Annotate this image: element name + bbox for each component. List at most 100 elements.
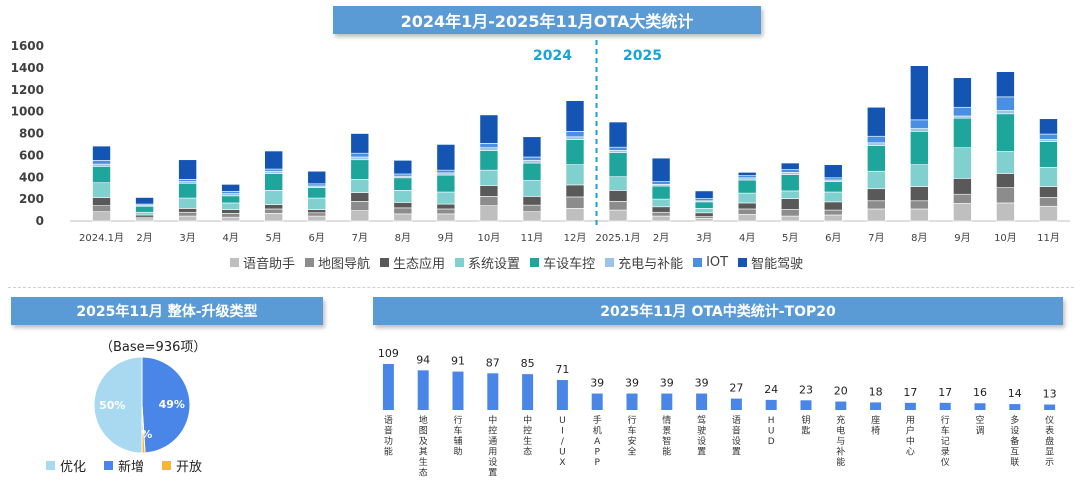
bar-segment — [953, 77, 972, 108]
y-tick-label: 200 — [19, 192, 44, 206]
bar-segment — [436, 213, 456, 222]
bar-segment — [178, 179, 197, 182]
top20-value-label: 39 — [625, 377, 639, 390]
bar-segment — [910, 131, 929, 165]
bar-segment — [651, 215, 671, 222]
top20-bar — [417, 370, 429, 410]
bar-segment — [651, 157, 671, 182]
bar-segment — [436, 174, 456, 193]
bar-segment — [867, 145, 886, 172]
bar-segment — [178, 211, 197, 217]
top20-category-label: 语音设置 — [732, 415, 741, 458]
pie-slice-label: 49% — [159, 398, 185, 411]
bar-segment — [1039, 118, 1058, 135]
pie-slice-label: 50% — [99, 399, 125, 412]
legend-item: 充电与补能 — [605, 253, 683, 272]
legend-item: 系统设置 — [455, 253, 520, 272]
bar-segment — [910, 208, 929, 222]
x-tick-label: 4月 — [739, 232, 755, 244]
bar-segment — [479, 147, 499, 151]
top20-value-label: 87 — [486, 356, 500, 369]
top20-bar — [522, 374, 534, 410]
bar-segment — [92, 145, 111, 161]
top20-value-label: 71 — [555, 363, 569, 376]
bar-segment — [651, 181, 671, 185]
bar-segment — [264, 170, 283, 174]
bar-segment — [221, 213, 240, 218]
bar-segment — [135, 214, 154, 218]
bar-segment — [1039, 139, 1058, 143]
pie-legend-swatch — [46, 461, 55, 470]
pie-base-label: （Base=936项） — [100, 340, 207, 355]
bar-segment — [953, 178, 972, 195]
bar-segment — [479, 150, 499, 171]
top20-bar — [696, 393, 708, 410]
top20-bar — [487, 373, 499, 410]
x-tick-label: 7月 — [352, 232, 368, 244]
top20-category-label: 情景智能 — [662, 414, 671, 458]
bar-segment — [996, 71, 1015, 98]
bar-segment — [996, 110, 1015, 115]
bar-segment — [737, 192, 757, 204]
bar-segment — [996, 173, 1015, 188]
pie-legend-label: 新增 — [118, 460, 145, 475]
top20-category-label: 空调 — [975, 414, 984, 437]
bar-segment — [350, 159, 370, 180]
x-tick-label: 10月 — [994, 232, 1017, 244]
bar-segment — [608, 209, 628, 222]
top20-bar — [870, 402, 882, 410]
bar-segment — [823, 214, 843, 222]
top20-bar — [591, 393, 603, 410]
top20-value-label: 18 — [869, 385, 883, 398]
bar-segment — [178, 208, 197, 213]
top20-bar — [1044, 404, 1056, 410]
bar-segment — [307, 209, 327, 214]
bar-segment — [92, 166, 111, 184]
bar-segment — [651, 211, 671, 217]
top20-bar — [382, 364, 394, 410]
x-tick-label: 2月 — [136, 232, 152, 244]
top20-chart-title: 2025年11月 OTA中类统计-TOP20 — [373, 297, 1063, 325]
x-tick-label: 2月 — [653, 232, 669, 244]
bar-segment — [608, 176, 628, 191]
pie-slice — [93, 356, 143, 454]
bar-segment — [350, 179, 370, 193]
pie-legend-item: 开放 — [162, 456, 202, 475]
legend-swatch — [230, 258, 239, 267]
legend-label: 车设车控 — [543, 257, 596, 272]
bar-segment — [178, 215, 197, 222]
bar-segment — [910, 128, 929, 132]
bar-segment — [522, 211, 542, 222]
x-tick-label: 9月 — [954, 232, 970, 244]
bar-segment — [1039, 141, 1058, 168]
bar-segment — [780, 169, 800, 173]
top20-category-label: 行车记录仪 — [941, 414, 950, 468]
bar-segment — [221, 195, 240, 204]
bar-segment — [910, 65, 929, 121]
bar-segment — [737, 175, 757, 179]
bar-segment — [522, 180, 542, 197]
x-tick-label: 2025.1月 — [596, 232, 641, 244]
bar-segment — [307, 212, 327, 217]
bar-segment — [307, 187, 327, 199]
top20-value-label: 17 — [903, 386, 917, 399]
bar-segment — [264, 173, 283, 191]
pie-legend-swatch — [162, 461, 172, 470]
year-label-2025: 2025 — [623, 48, 662, 64]
bar-segment — [694, 198, 714, 202]
top20-value-label: 91 — [451, 355, 465, 368]
bar-segment — [522, 162, 542, 181]
stacked-bar-chart: 0 200 400 600 800 1000 1200 1400 1600 2024.1月 2月 3月… — [11, 39, 1070, 244]
bar-segment — [522, 136, 542, 158]
pie-chart-legend: 优化 新增 开放 — [46, 456, 202, 475]
y-tick-label: 600 — [19, 148, 44, 162]
bar-segment — [780, 198, 800, 210]
bar-segment — [780, 190, 800, 199]
bar-segment — [608, 146, 628, 151]
top20-category-label: 手机 A P P — [593, 414, 602, 468]
bar-segment — [694, 190, 714, 199]
bar-segment — [1039, 186, 1058, 198]
bar-segment — [565, 164, 585, 186]
top20-bar — [974, 403, 986, 410]
y-tick-label: 0 — [36, 214, 44, 228]
